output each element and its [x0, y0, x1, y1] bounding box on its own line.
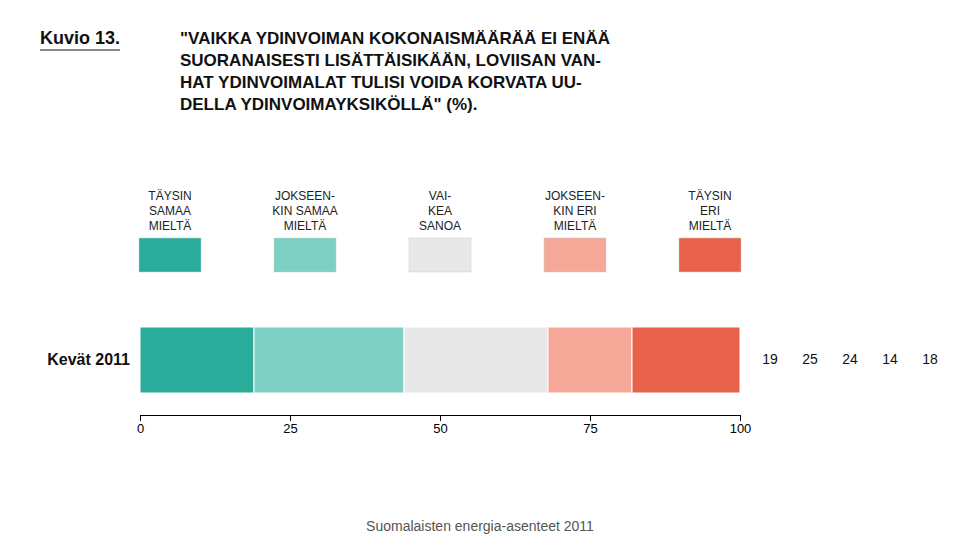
- bar-segment: [404, 327, 548, 393]
- figure-label-underline: [40, 49, 120, 50]
- legend-item: JOKSEEN-KIN ERIMIELTÄ: [544, 189, 606, 272]
- bar-segment: [254, 327, 404, 393]
- x-tick: 0: [137, 415, 144, 436]
- x-tick-label: 75: [583, 421, 597, 436]
- chart: Kuvio 13. "VAIKKA YDINVOIMAN KOKONAISMÄÄR…: [0, 0, 960, 545]
- data-labels: 19 25 24 14 18: [762, 351, 938, 367]
- legend-label: TÄYSINERIMIELTÄ: [688, 189, 731, 233]
- legend: TÄYSINSAMAAMIELTÄ JOKSEEN-KIN SAMAAMIELTÄ…: [139, 189, 741, 272]
- legend-label: JOKSEEN-KIN ERIMIELTÄ: [545, 189, 605, 233]
- legend-swatch: [409, 238, 471, 272]
- y-axis: Kevät 2011: [47, 351, 140, 368]
- legend-item: TÄYSINERIMIELTÄ: [679, 189, 741, 272]
- legend-item: JOKSEEN-KIN SAMAAMIELTÄ: [272, 189, 337, 272]
- bar-segment: [632, 327, 740, 393]
- x-tick-label: 100: [730, 421, 752, 436]
- legend-label: JOKSEEN-KIN SAMAAMIELTÄ: [272, 189, 337, 233]
- x-tick: 50: [433, 415, 447, 436]
- plot: 0 25 50 75 100 Kevät 2011 19 25 24 14 18: [47, 327, 938, 436]
- x-tick-mark: [590, 415, 591, 421]
- legend-swatch: [679, 238, 741, 272]
- row-label: Kevät 2011: [47, 351, 130, 368]
- data-label: 24: [842, 351, 858, 367]
- x-tick-mark: [290, 415, 291, 421]
- data-label: 25: [802, 351, 818, 367]
- x-tick: 100: [730, 415, 752, 436]
- x-axis-line: [141, 416, 741, 422]
- data-label: 14: [882, 351, 898, 367]
- x-tick: 25: [283, 415, 297, 436]
- bars: [140, 327, 740, 393]
- title: "VAIKKA YDINVOIMAN KOKONAISMÄÄRÄÄ EI ENÄ…: [180, 29, 610, 114]
- legend-item: TÄYSINSAMAAMIELTÄ: [139, 189, 201, 272]
- legend-label: TÄYSINSAMAAMIELTÄ: [148, 189, 191, 233]
- data-label: 19: [762, 351, 778, 367]
- x-axis: 0 25 50 75 100: [137, 415, 751, 436]
- x-tick-mark: [140, 415, 141, 421]
- y-tick: Kevät 2011: [47, 351, 140, 368]
- x-tick-label: 25: [283, 421, 297, 436]
- legend-item: VAI-KEASANOA: [409, 189, 471, 272]
- bar-segment: [140, 327, 254, 393]
- bar-segment: [548, 327, 632, 393]
- x-tick-label: 0: [137, 421, 144, 436]
- legend-swatch: [274, 238, 336, 272]
- legend-label: VAI-KEASANOA: [419, 189, 461, 233]
- x-tick-mark: [740, 415, 741, 421]
- x-tick: 75: [583, 415, 597, 436]
- data-label: 18: [922, 351, 938, 367]
- figure-label: Kuvio 13.: [40, 28, 120, 48]
- x-tick-label: 50: [433, 421, 447, 436]
- x-tick-mark: [440, 415, 441, 421]
- legend-swatch: [544, 238, 606, 272]
- footer: Suomalaisten energia-asenteet 2011: [366, 518, 594, 534]
- legend-swatch: [139, 238, 201, 272]
